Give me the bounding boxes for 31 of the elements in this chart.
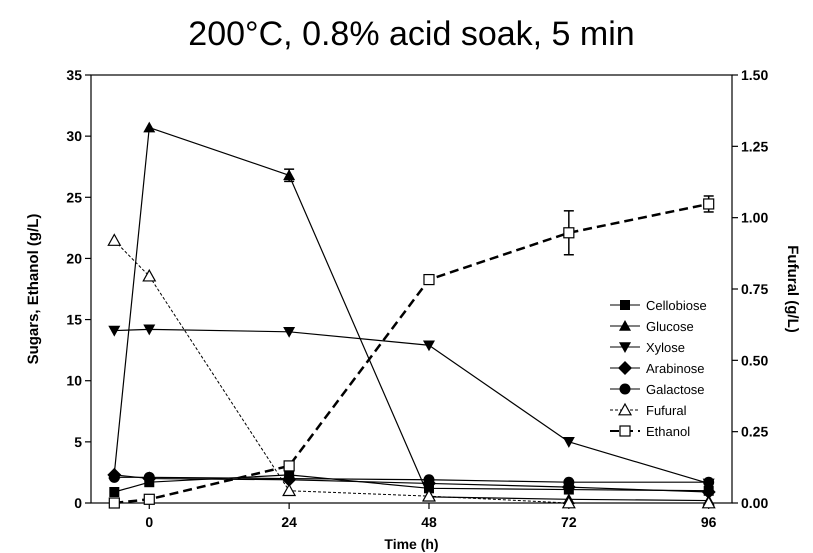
legend-label: Arabinose xyxy=(646,361,705,376)
x-axis-title: Time (h) xyxy=(384,536,439,552)
x-tick-label: 72 xyxy=(561,514,577,530)
x-tick-label: 48 xyxy=(421,514,437,530)
x-tick-label: 96 xyxy=(700,514,717,530)
x-tick-label: 0 xyxy=(145,514,154,530)
y2-tick-label: 1.00 xyxy=(741,210,768,226)
y2-tick-label: 0.00 xyxy=(741,495,768,511)
legend-label: Xylose xyxy=(646,340,686,355)
legend-label: Glucose xyxy=(646,319,694,334)
legend-label: Cellobiose xyxy=(646,298,707,313)
legend-label: Ethanol xyxy=(646,424,690,439)
y2-tick-label: 1.50 xyxy=(741,67,768,83)
y-axis-title: Sugars, Ethanol (g/L) xyxy=(25,214,42,364)
y-tick-label: 15 xyxy=(66,312,82,328)
chart-title: 200°C, 0.8% acid soak, 5 min xyxy=(188,15,635,53)
x-tick-label: 24 xyxy=(281,514,298,530)
legend-label: Galactose xyxy=(646,382,705,397)
y-tick-label: 35 xyxy=(66,67,82,83)
y2-tick-label: 0.75 xyxy=(741,281,768,297)
y2-tick-label: 0.50 xyxy=(741,352,768,368)
y-tick-label: 20 xyxy=(66,250,82,266)
legend-label: Fufural xyxy=(646,403,687,418)
y-tick-label: 25 xyxy=(66,189,82,206)
y-tick-label: 5 xyxy=(74,434,82,450)
y2-tick-label: 0.25 xyxy=(741,424,768,440)
y2-tick-label: 1.25 xyxy=(741,138,768,154)
y-tick-label: 0 xyxy=(74,495,82,511)
y-tick-label: 30 xyxy=(66,128,82,144)
y2-axis-title: Fufural (g/L) xyxy=(784,245,801,333)
y-tick-label: 10 xyxy=(66,372,82,389)
